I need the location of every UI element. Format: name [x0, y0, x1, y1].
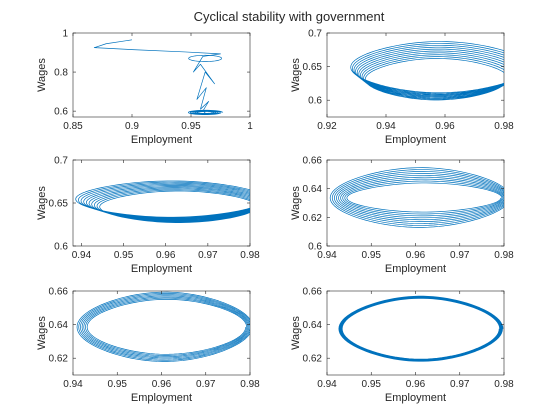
x-tick-label: 0.94	[317, 250, 337, 261]
x-tick-label: 0.95	[108, 379, 128, 390]
y-tick-label: 0.66	[303, 156, 323, 167]
series-cycle	[338, 295, 504, 362]
subplot-3: 0.94 0.95 0.96 0.97 0.98 0.6 0.65 0.7 Employment…	[36, 156, 260, 276]
x-tick-label: 0.85	[63, 121, 83, 132]
y-tick-label: 1	[62, 29, 68, 40]
x-tick-label: 0.95	[181, 121, 201, 132]
x-tick-label: 0.95	[114, 250, 134, 261]
series-cycle	[350, 41, 504, 101]
plot-area	[326, 159, 505, 247]
plot-area	[326, 32, 505, 118]
subplot-2: 0.92 0.94 0.96 0.98 0.6 0.65 0.7 Employment Wage…	[290, 29, 514, 147]
y-axis-label: Wages	[290, 58, 302, 92]
y-axis-label: Wages	[36, 186, 48, 220]
y-axis-label: Wages	[290, 316, 302, 350]
y-tick-label: 0.62	[303, 213, 323, 224]
series-loop	[188, 54, 223, 62]
x-tick-label: 0.98	[494, 250, 514, 261]
y-tick-label: 0.64	[303, 320, 323, 331]
series-group	[329, 167, 504, 228]
subplot-4: 0.94 0.95 0.96 0.97 0.98 0.6 0.62 0.64 0.66 Emplo…	[290, 156, 514, 276]
x-tick-label: 0.92	[317, 121, 337, 132]
x-tick-label: 0.97	[196, 379, 216, 390]
x-tick-label: 0.98	[240, 379, 260, 390]
x-tick-label: 0.95	[362, 379, 382, 390]
x-tick-label: 0.94	[317, 379, 337, 390]
y-axis-label: Wages	[36, 316, 48, 350]
x-axis-label: Employment	[385, 134, 446, 146]
x-tick-label: 0.94	[63, 379, 83, 390]
x-tick-label: 0.95	[362, 250, 382, 261]
plot-area	[72, 159, 251, 247]
x-tick-label: 0.96	[156, 250, 176, 261]
y-axis-label: Wages	[290, 186, 302, 220]
y-tick-label: 0.6	[54, 242, 68, 253]
y-tick-label: 0.6	[54, 107, 68, 118]
x-tick-label: 0.98	[494, 121, 514, 132]
x-tick-label: 0.96	[435, 121, 455, 132]
y-axis-label: Wages	[36, 58, 48, 92]
x-tick-label: 0.97	[450, 250, 470, 261]
series-group	[93, 39, 224, 116]
series-line-1	[93, 39, 221, 113]
y-tick-label: 0.65	[49, 199, 69, 210]
x-tick-label: 0.9	[125, 121, 139, 132]
x-tick-label: 0.98	[494, 379, 514, 390]
x-tick-label: 0.97	[198, 250, 218, 261]
x-tick-label: 0.96	[152, 379, 172, 390]
x-axis-label: Employment	[385, 263, 446, 275]
y-tick-label: 0.64	[303, 184, 323, 195]
y-tick-label: 0.62	[303, 354, 323, 365]
series-group	[350, 41, 504, 101]
y-tick-label: 0.66	[49, 287, 69, 298]
subplot-6: 0.94 0.95 0.96 0.97 0.98 0.62 0.64 0.66 Employme…	[290, 287, 514, 405]
y-tick-label: 0.65	[303, 62, 323, 73]
y-tick-label: 0.66	[303, 287, 323, 298]
series-spiral	[187, 109, 224, 116]
y-tick-label: 0.7	[54, 156, 68, 167]
x-axis-label: Employment	[131, 392, 192, 404]
series-group	[76, 291, 250, 362]
series-group	[338, 295, 504, 362]
x-axis-label: Employment	[131, 134, 192, 146]
y-tick-label: 0.6	[308, 96, 322, 107]
x-tick-label: 1	[247, 121, 253, 132]
x-axis-label: Employment	[385, 392, 446, 404]
y-tick-label: 0.64	[49, 320, 69, 331]
x-tick-label: 0.94	[376, 121, 396, 132]
series-cycle	[75, 180, 250, 223]
figure-title: Cyclical stability with government	[194, 9, 385, 24]
x-tick-label: 0.98	[240, 250, 260, 261]
y-tick-label: 0.62	[49, 354, 69, 365]
series-cycle	[76, 291, 250, 362]
x-axis-label: Employment	[131, 263, 192, 275]
series-group	[75, 180, 250, 223]
series-cycle	[329, 167, 504, 228]
y-tick-label: 0.8	[54, 68, 68, 79]
y-tick-label: 0.7	[308, 29, 322, 40]
subplot-1: 0.85 0.9 0.95 1 0.6 0.8 1 Employment Wages	[36, 29, 253, 147]
plot-area	[72, 32, 251, 118]
x-tick-label: 0.96	[406, 379, 426, 390]
x-tick-label: 0.97	[450, 379, 470, 390]
subplot-5: 0.94 0.95 0.96 0.97 0.98 0.62 0.64 0.66 Employme…	[36, 287, 260, 405]
plot-area	[326, 290, 505, 376]
x-tick-label: 0.94	[72, 250, 92, 261]
x-tick-label: 0.96	[406, 250, 426, 261]
y-tick-label: 0.6	[308, 242, 322, 253]
